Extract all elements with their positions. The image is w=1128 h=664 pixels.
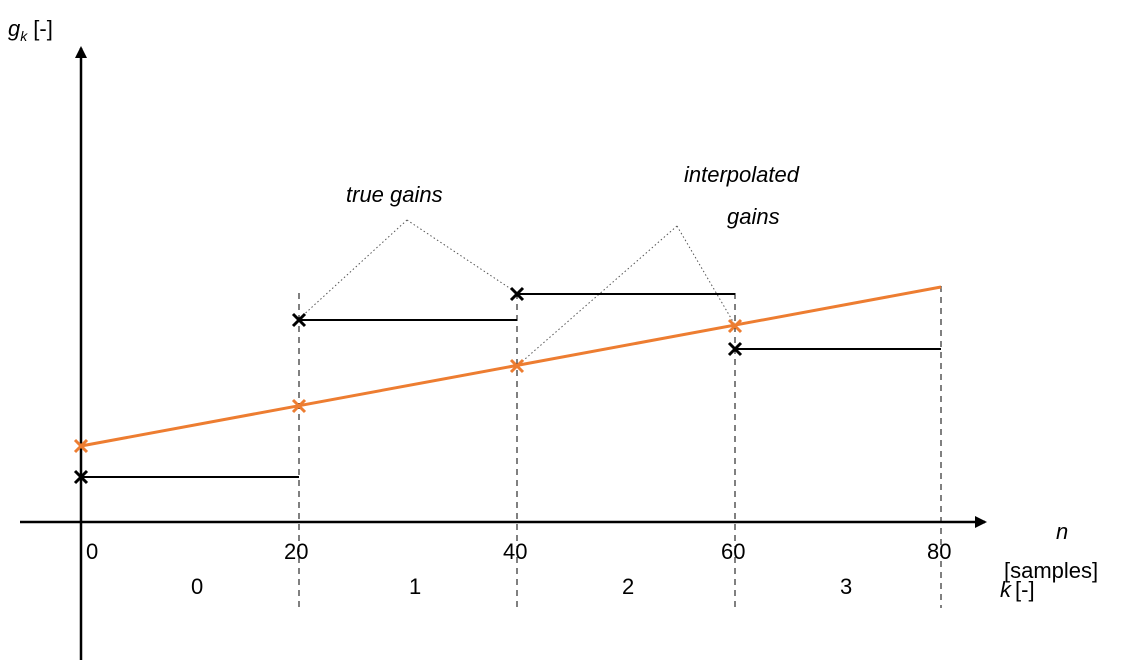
x-tick-label: 40 [503,539,527,564]
x-tick-label: 60 [721,539,745,564]
k-segment-label: 1 [409,574,421,599]
interpolated-gains-annotation-line1: interpolated [684,162,800,187]
x-tick-label: 80 [927,539,951,564]
k-segment-label: 3 [840,574,852,599]
interpolated-gain-line [81,287,941,446]
x-tick-labels: 0 20 40 60 80 [86,539,951,564]
x-tick-label: 20 [284,539,308,564]
true-gains-annotation: true gains [346,182,443,207]
true-gain-steps [81,294,941,477]
x-tick-label: 0 [86,539,98,564]
x-axis-symbol: n [1056,519,1068,544]
k-segment-label: 0 [191,574,203,599]
segment-guides [299,286,941,608]
k-segment-label: 2 [622,574,634,599]
interpolated-gains-annotation-line2: gains [727,204,780,229]
k-axis-label: k [-] [1000,577,1035,602]
k-segment-labels: 0 1 2 3 [191,574,852,599]
y-axis-label: gk [-] [8,16,53,44]
